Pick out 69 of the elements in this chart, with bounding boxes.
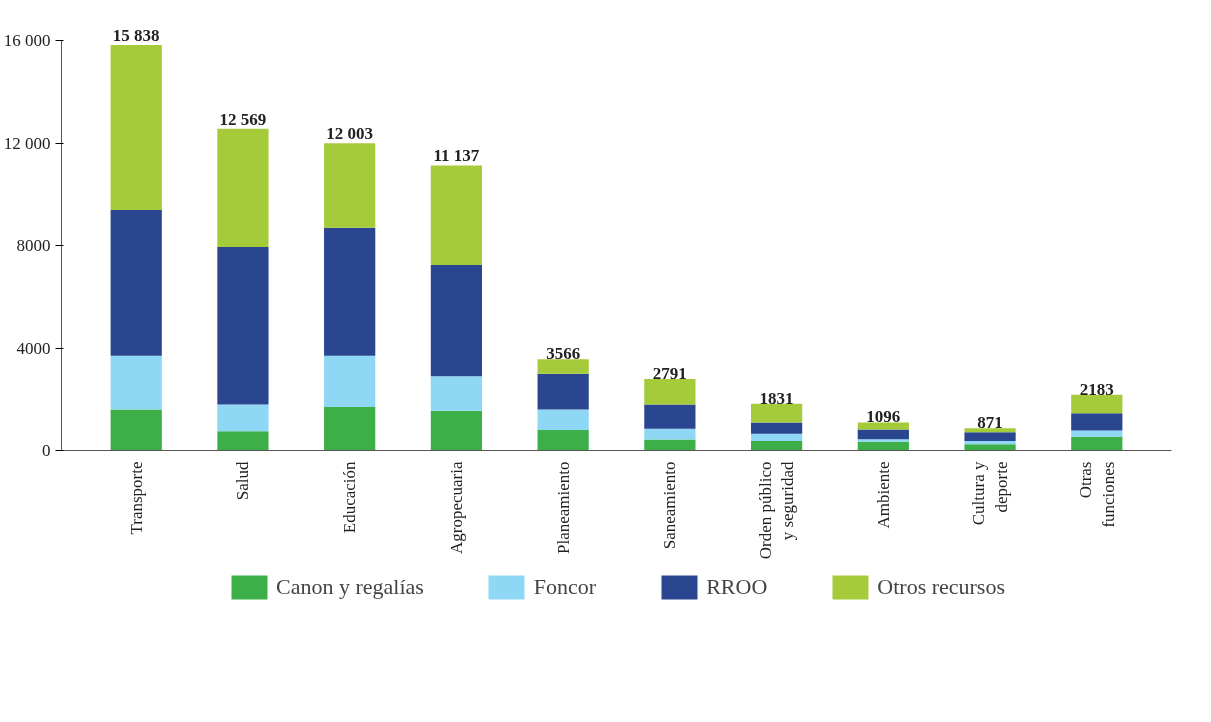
bar <box>964 441 1016 445</box>
bar <box>110 45 162 210</box>
bar <box>110 209 162 356</box>
bar <box>537 373 589 410</box>
y-tick-label: 12 000 <box>3 133 51 153</box>
bar <box>644 439 696 451</box>
x-tick-label: Salud <box>233 461 253 501</box>
bar <box>857 441 909 451</box>
x-tick-label: Ambiente <box>873 461 893 529</box>
bar <box>430 264 483 377</box>
legend-label: Foncor <box>533 574 597 600</box>
x-tick-label: Planeamiento <box>553 461 573 555</box>
bar <box>857 422 909 430</box>
bar <box>430 165 483 265</box>
legend-label: RROO <box>706 574 768 600</box>
bar <box>537 359 589 374</box>
x-tick-label: Transporte <box>126 461 146 535</box>
total-label: 15 838 <box>112 26 160 46</box>
bar <box>324 406 376 451</box>
bar <box>430 410 483 451</box>
total-label: 871 <box>977 413 1003 433</box>
bar <box>217 247 269 405</box>
bar <box>324 227 376 356</box>
bar <box>217 128 269 248</box>
legend-label: Canon y regalías <box>275 574 424 600</box>
bar <box>750 441 803 451</box>
total-label: 1831 <box>759 388 794 408</box>
bar <box>1071 394 1123 414</box>
y-tick-label: 16 000 <box>3 31 51 51</box>
x-tick-label: Orden público y seguridad <box>755 461 798 560</box>
bar <box>430 376 483 411</box>
bar <box>217 404 269 432</box>
x-tick-label: Saneamiento <box>660 461 680 550</box>
total-label: 12 003 <box>326 124 374 144</box>
total-label: 12 569 <box>219 109 267 129</box>
bar <box>324 143 376 228</box>
x-tick-label: Educación <box>340 461 360 534</box>
total-label: 2183 <box>1079 379 1114 399</box>
y-tick-label: 8000 <box>16 236 51 256</box>
bar <box>217 431 269 451</box>
y-tick-label: 0 <box>42 441 51 460</box>
bar <box>110 409 162 451</box>
bar <box>110 355 162 410</box>
total-label: 2791 <box>652 364 687 384</box>
total-label: 11 137 <box>433 146 480 166</box>
legend-label: Otros recursos <box>877 574 1006 600</box>
bar <box>857 439 909 442</box>
bar <box>964 432 1016 442</box>
bar <box>1071 436 1123 451</box>
bar <box>750 433 803 442</box>
bar <box>750 403 803 423</box>
x-tick-label: Agropecuaria <box>446 461 466 554</box>
total-label: 1096 <box>866 407 901 427</box>
total-label: 3566 <box>546 344 581 364</box>
bar <box>537 409 589 431</box>
bar <box>964 444 1016 451</box>
bar <box>964 428 1016 433</box>
bar <box>644 404 696 429</box>
bar <box>644 379 696 405</box>
x-tick-label: Cultura y deporte <box>969 461 1011 526</box>
y-tick-label: 4000 <box>16 338 51 358</box>
bar <box>324 355 376 407</box>
bar <box>1071 413 1123 431</box>
bar <box>537 430 589 451</box>
bar <box>857 429 909 440</box>
bar <box>750 422 803 434</box>
bar <box>644 428 696 440</box>
x-tick-label: Otras funciones <box>1075 461 1118 528</box>
bar <box>1071 430 1123 437</box>
